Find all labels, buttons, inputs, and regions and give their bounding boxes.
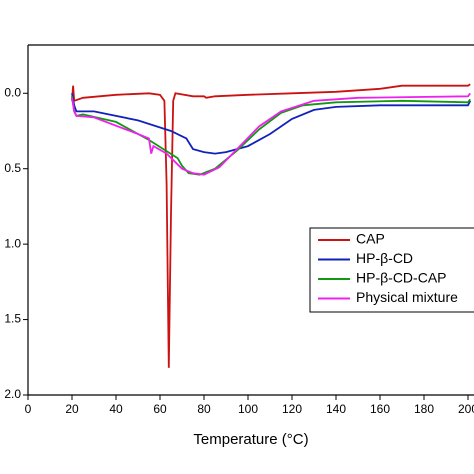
series-line — [71, 96, 471, 176]
x-tick-label: 140 — [326, 402, 346, 416]
x-tick-label: 160 — [370, 402, 390, 416]
y-tick-label: 0.0 — [4, 85, 21, 99]
legend-label: CAP — [356, 231, 385, 247]
series-line — [71, 92, 471, 176]
legend: CAP HP-β-CD HP-β-CD-CAP Physical mixture — [309, 227, 474, 313]
y-tick-label: 2.0 — [4, 387, 21, 401]
y-tick-label: 1.5 — [4, 312, 21, 326]
legend-label: HP-β-CD-CAP — [356, 270, 447, 286]
y-tick-label: 1.0 — [4, 236, 21, 250]
x-tick-label: 200 — [458, 402, 474, 416]
x-tick-label: 80 — [197, 402, 211, 416]
x-axis-title: Temperature (°C) — [193, 431, 308, 448]
x-tick-label: 180 — [414, 402, 434, 416]
x-tick-label: 60 — [153, 402, 167, 416]
x-tick-label: 100 — [238, 402, 258, 416]
series-line — [71, 93, 472, 155]
x-tick-label: 0 — [25, 402, 32, 416]
x-tick-label: 40 — [109, 402, 123, 416]
x-tick-label: 120 — [282, 402, 302, 416]
y-tick-label: 0.5 — [4, 161, 21, 175]
legend-label: Physical mixture — [356, 289, 458, 305]
x-tick-label: 20 — [65, 402, 79, 416]
legend-label: HP-β-CD — [356, 250, 413, 266]
series-line — [71, 83, 471, 368]
